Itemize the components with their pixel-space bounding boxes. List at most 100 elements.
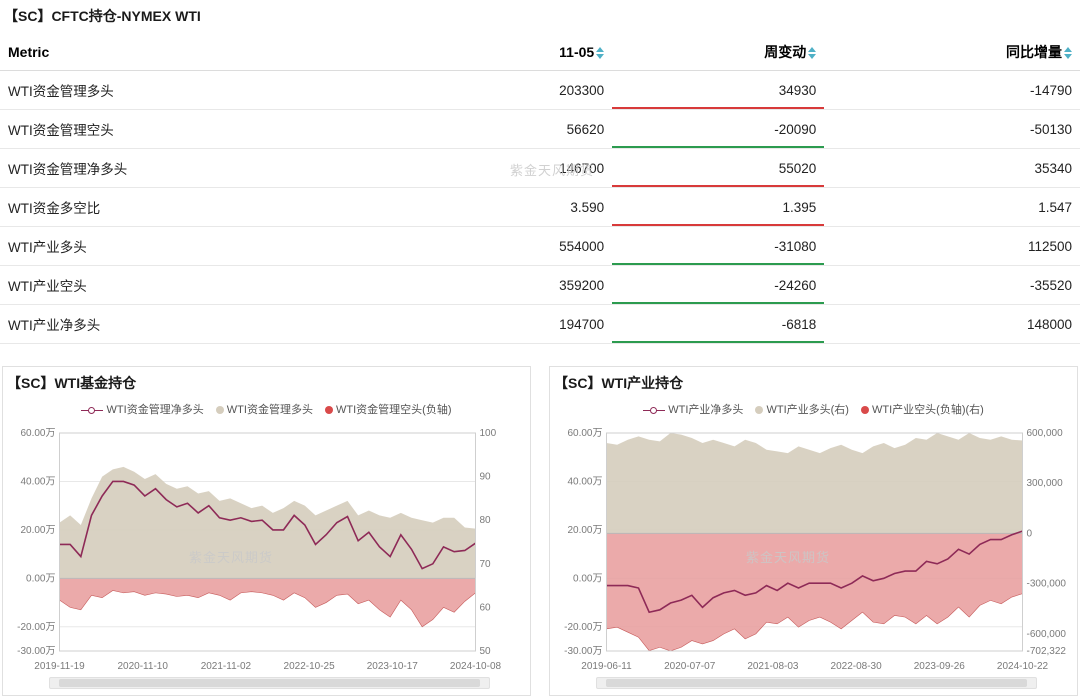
svg-text:40.00万: 40.00万 bbox=[567, 476, 602, 487]
chart2-legend: WTI产业净多头 WTI产业多头(右) WTI产业空头(负轴)(右) bbox=[550, 399, 1077, 421]
cell-weekly-change: -24260 bbox=[612, 266, 824, 305]
cell-value: 203300 bbox=[422, 71, 612, 110]
col-header[interactable]: 11-05 bbox=[422, 32, 612, 71]
table-body: WTI资金管理多头20330034930-14790WTI资金管理空头56620… bbox=[0, 71, 1080, 344]
table-row: WTI资金多空比3.5901.3951.547 bbox=[0, 188, 1080, 227]
svg-text:-30.00万: -30.00万 bbox=[17, 646, 55, 657]
cell-metric: WTI资金管理净多头 bbox=[0, 149, 422, 188]
legend-item[interactable]: WTI资金管理空头(负轴) bbox=[325, 404, 452, 416]
svg-text:-20.00万: -20.00万 bbox=[17, 622, 55, 633]
chart1-card: 【SC】WTI基金持仓 WTI资金管理净多头 WTI资金管理多头 WTI资金管理… bbox=[2, 366, 531, 696]
col-header[interactable]: 周变动 bbox=[612, 32, 824, 71]
svg-text:60.00万: 60.00万 bbox=[567, 428, 602, 439]
svg-text:2022-10-25: 2022-10-25 bbox=[284, 661, 336, 672]
legend-item[interactable]: WTI资金管理净多头 bbox=[81, 404, 203, 416]
svg-text:-30.00万: -30.00万 bbox=[564, 646, 602, 657]
legend-label: WTI产业空头(负轴)(右) bbox=[872, 404, 984, 416]
svg-text:40.00万: 40.00万 bbox=[20, 476, 55, 487]
table-row: WTI产业净多头194700-6818148000 bbox=[0, 305, 1080, 344]
legend-item[interactable]: WTI资金管理多头 bbox=[216, 404, 313, 416]
svg-text:2019-11-19: 2019-11-19 bbox=[34, 661, 85, 672]
cell-yoy: -35520 bbox=[824, 266, 1080, 305]
chart2-card: 【SC】WTI产业持仓 WTI产业净多头 WTI产业多头(右) WTI产业空头(… bbox=[549, 366, 1078, 696]
chart2-range-scrollbar[interactable] bbox=[596, 677, 1037, 689]
sort-icon[interactable] bbox=[808, 46, 816, 60]
cell-yoy: -14790 bbox=[824, 71, 1080, 110]
legend-item[interactable]: WTI产业空头(负轴)(右) bbox=[861, 404, 984, 416]
svg-text:80: 80 bbox=[480, 515, 492, 526]
chart2-plot: -30.00万 -20.00万 0.00万 20.00万 40.00万 60.00万 -70… bbox=[556, 425, 1071, 675]
table-row: WTI产业空头359200-24260-35520 bbox=[0, 266, 1080, 305]
svg-text:60.00万: 60.00万 bbox=[20, 428, 55, 439]
cell-yoy: 35340 bbox=[824, 149, 1080, 188]
chart2-svg: -30.00万 -20.00万 0.00万 20.00万 40.00万 60.00万 -70… bbox=[556, 425, 1071, 675]
legend-label: WTI资金管理净多头 bbox=[107, 404, 204, 416]
chart1-svg: -30.00万-20.00万0.00万20.00万40.00万60.00万506… bbox=[9, 425, 524, 675]
svg-text:-300,000: -300,000 bbox=[1027, 579, 1067, 590]
svg-text:20.00万: 20.00万 bbox=[20, 525, 55, 536]
svg-text:90: 90 bbox=[480, 472, 492, 483]
cell-metric: WTI资金管理多头 bbox=[0, 71, 422, 110]
table-row: WTI产业多头554000-31080112500 bbox=[0, 227, 1080, 266]
cell-weekly-change: 1.395 bbox=[612, 188, 824, 227]
svg-text:2024-10-22: 2024-10-22 bbox=[997, 661, 1049, 672]
legend-item[interactable]: WTI产业净多头 bbox=[643, 404, 743, 416]
cell-value: 56620 bbox=[422, 110, 612, 149]
table-row: WTI资金管理净多头1467005502035340 bbox=[0, 149, 1080, 188]
svg-text:2024-10-08: 2024-10-08 bbox=[450, 661, 502, 672]
cell-yoy: -50130 bbox=[824, 110, 1080, 149]
legend-label: WTI产业多头(右) bbox=[766, 404, 848, 416]
chart1-range-scrollbar[interactable] bbox=[49, 677, 490, 689]
table-title: 【SC】CFTC持仓-NYMEX WTI bbox=[0, 0, 1080, 32]
svg-text:60: 60 bbox=[480, 602, 492, 613]
svg-text:2021-11-02: 2021-11-02 bbox=[201, 661, 252, 672]
col-header[interactable]: 同比增量 bbox=[824, 32, 1080, 71]
cell-metric: WTI资金管理空头 bbox=[0, 110, 422, 149]
chart2-title: 【SC】WTI产业持仓 bbox=[550, 367, 1077, 399]
svg-text:100: 100 bbox=[480, 428, 497, 439]
chart1-title: 【SC】WTI基金持仓 bbox=[3, 367, 530, 399]
cell-yoy: 1.547 bbox=[824, 188, 1080, 227]
cell-value: 3.590 bbox=[422, 188, 612, 227]
table-row: WTI资金管理空头56620-20090-50130 bbox=[0, 110, 1080, 149]
svg-text:-600,000: -600,000 bbox=[1027, 629, 1067, 640]
cftc-table: Metric11-05周变动同比增量 WTI资金管理多头20330034930-… bbox=[0, 32, 1080, 344]
svg-text:2020-11-10: 2020-11-10 bbox=[117, 661, 168, 672]
chart1-legend: WTI资金管理净多头 WTI资金管理多头 WTI资金管理空头(负轴) bbox=[3, 399, 530, 421]
cell-metric: WTI资金多空比 bbox=[0, 188, 422, 227]
svg-text:2023-10-17: 2023-10-17 bbox=[367, 661, 419, 672]
legend-label: WTI资金管理空头(负轴) bbox=[336, 404, 451, 416]
legend-label: WTI资金管理多头 bbox=[227, 404, 313, 416]
cell-yoy: 112500 bbox=[824, 227, 1080, 266]
svg-text:-20.00万: -20.00万 bbox=[564, 622, 602, 633]
svg-text:0.00万: 0.00万 bbox=[573, 573, 602, 584]
table-header-row: Metric11-05周变动同比增量 bbox=[0, 32, 1080, 71]
svg-text:300,000: 300,000 bbox=[1027, 478, 1064, 489]
cell-yoy: 148000 bbox=[824, 305, 1080, 344]
col-header: Metric bbox=[0, 32, 422, 71]
svg-text:2021-08-03: 2021-08-03 bbox=[747, 661, 799, 672]
svg-text:2022-08-30: 2022-08-30 bbox=[831, 661, 883, 672]
sort-icon[interactable] bbox=[596, 46, 604, 60]
svg-text:-702,322: -702,322 bbox=[1027, 646, 1067, 657]
table-row: WTI资金管理多头20330034930-14790 bbox=[0, 71, 1080, 110]
cell-metric: WTI产业净多头 bbox=[0, 305, 422, 344]
cell-weekly-change: -31080 bbox=[612, 227, 824, 266]
cell-metric: WTI产业多头 bbox=[0, 227, 422, 266]
cell-value: 554000 bbox=[422, 227, 612, 266]
cell-value: 146700 bbox=[422, 149, 612, 188]
cell-weekly-change: 55020 bbox=[612, 149, 824, 188]
chart1-plot: -30.00万-20.00万0.00万20.00万40.00万60.00万506… bbox=[9, 425, 524, 675]
cell-weekly-change: -20090 bbox=[612, 110, 824, 149]
svg-text:0: 0 bbox=[1027, 528, 1033, 539]
svg-text:2023-09-26: 2023-09-26 bbox=[914, 661, 966, 672]
svg-text:2019-06-11: 2019-06-11 bbox=[581, 661, 632, 672]
svg-text:70: 70 bbox=[480, 559, 492, 570]
cell-weekly-change: -6818 bbox=[612, 305, 824, 344]
cell-weekly-change: 34930 bbox=[612, 71, 824, 110]
legend-item[interactable]: WTI产业多头(右) bbox=[755, 404, 849, 416]
svg-text:50: 50 bbox=[480, 646, 492, 657]
svg-text:2020-07-07: 2020-07-07 bbox=[664, 661, 716, 672]
sort-icon[interactable] bbox=[1064, 46, 1072, 60]
svg-text:20.00万: 20.00万 bbox=[567, 525, 602, 536]
